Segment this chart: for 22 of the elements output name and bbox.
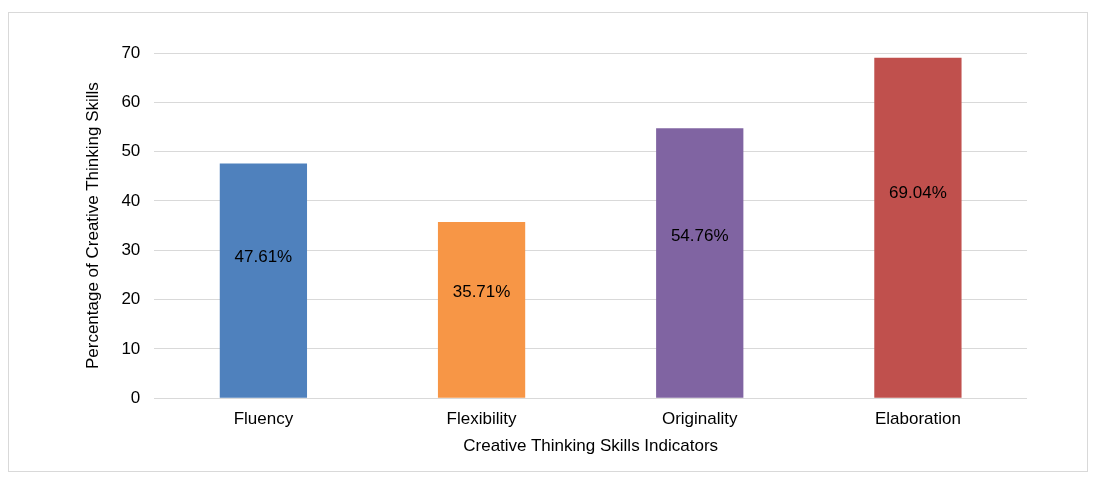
data-label: 69.04% bbox=[889, 183, 947, 203]
x-tick-label: Flexibility bbox=[446, 409, 518, 429]
y-tick-label: 70 bbox=[121, 42, 141, 62]
bar bbox=[656, 128, 744, 398]
y-tick-label: 30 bbox=[121, 239, 141, 259]
y-tick-label: 0 bbox=[130, 387, 141, 407]
x-tick-label: Originality bbox=[661, 409, 739, 429]
x-axis-title: Creative Thinking Skills Indicators bbox=[463, 436, 719, 456]
y-axis-title: Percentage of Creative Thinking Skills bbox=[82, 82, 102, 370]
y-tick-label: 20 bbox=[121, 289, 141, 309]
bar bbox=[437, 222, 526, 398]
x-tick-label: Fluency bbox=[233, 409, 294, 429]
y-tick-label: 10 bbox=[121, 338, 141, 358]
y-tick-label: 60 bbox=[121, 92, 141, 111]
bar bbox=[874, 57, 962, 398]
bar bbox=[219, 163, 308, 398]
data-label: 47.61% bbox=[234, 246, 293, 266]
y-tick-label: 50 bbox=[121, 141, 141, 161]
data-label: 35.71% bbox=[452, 282, 511, 302]
x-tick-label: Elaboration bbox=[874, 409, 961, 429]
data-label: 54.76% bbox=[670, 225, 729, 245]
y-tick-label: 40 bbox=[121, 190, 141, 210]
